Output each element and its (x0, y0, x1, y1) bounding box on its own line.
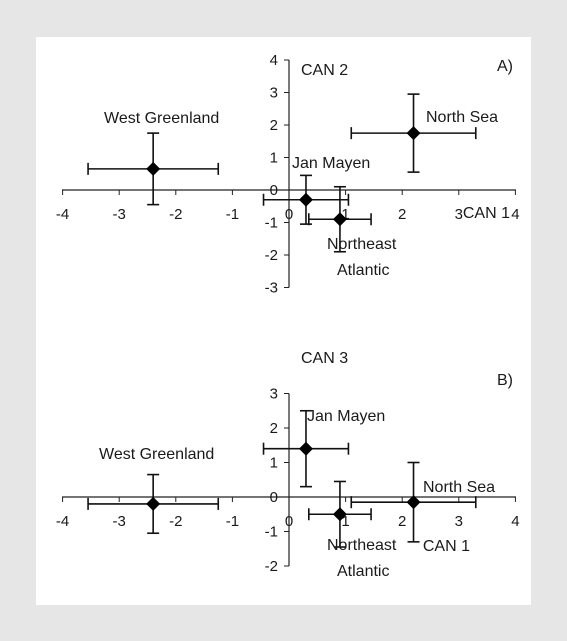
chart-a-point-label-northeast-atlantic: Atlantic (337, 262, 389, 279)
chart-a-y-tick-label: -3 (265, 280, 278, 297)
chart-a-x-tick-label: -1 (226, 206, 239, 223)
chart-b-x-tick-label: 3 (455, 513, 463, 530)
chart-b-x-tick-label: 1 (341, 513, 349, 530)
chart-b-point-label-north-sea: North Sea (423, 479, 495, 496)
chart-a-x-tick-label: -3 (113, 206, 126, 223)
chart-a-x-tick-label: 3 (455, 206, 463, 223)
chart-a-y-tick-label: 4 (270, 52, 278, 69)
chart-b-point-marker (406, 495, 421, 510)
figure-panel (36, 37, 531, 605)
chart-a-point-marker (332, 212, 347, 227)
chart-b-point-label-jan-mayen: Jan Mayen (307, 408, 385, 425)
chart-a-y-tick-label: 0 (270, 182, 278, 199)
chart-a-point-label-jan-mayen: Jan Mayen (292, 155, 370, 172)
chart-a-point-marker (406, 126, 421, 141)
chart-b-x-tick-label: 2 (398, 513, 406, 530)
chart-b-y-tick-label: 2 (270, 420, 278, 437)
chart-a-y-tick-label: 3 (270, 85, 278, 102)
chart-a-x-tick-label: -4 (56, 206, 69, 223)
chart-b-x-tick-label: -1 (226, 513, 239, 530)
chart-b-x-tick-label: 4 (511, 513, 519, 530)
chart-b-point-label-northeast-atlantic: Atlantic (337, 563, 389, 580)
chart-b-point-marker (298, 441, 313, 456)
chart-a-x-tick-label: 0 (285, 206, 293, 223)
chart-a-x-tick-label: 1 (341, 206, 349, 223)
chart-b-x-tick-label: -2 (169, 513, 182, 530)
chart-b-point-marker (146, 496, 161, 511)
chart-b-y-tick-label: -2 (265, 558, 278, 575)
chart-b-x-axis-title: CAN 1 (423, 538, 470, 555)
chart-a-y-tick-label: -2 (265, 247, 278, 264)
chart-a-x-tick-label: -2 (169, 206, 182, 223)
chart-a-y-axis-title: CAN 2 (301, 62, 348, 79)
chart-a-point-label-west-greenland: West Greenland (104, 110, 219, 127)
chart-b-panel-label: B) (497, 372, 513, 389)
chart-b-x-tick-label: -4 (56, 513, 69, 530)
chart-b-y-axis-title: CAN 3 (301, 350, 348, 367)
chart-a-point-label-northeast-atlantic: Northeast (327, 236, 397, 253)
chart-b-x-tick-label: 0 (285, 513, 293, 530)
chart-b-y-tick-label: 0 (270, 489, 278, 506)
chart-a-point-label-north-sea: North Sea (426, 109, 498, 126)
chart-b-point-label-west-greenland: West Greenland (99, 446, 214, 463)
chart-b-y-tick-label: -1 (265, 524, 278, 541)
chart-a-point-marker (298, 192, 313, 207)
chart-a-x-tick-label: 2 (398, 206, 406, 223)
chart-a-panel-label: A) (497, 58, 513, 75)
chart-a-y-tick-label: 1 (270, 150, 278, 167)
chart-b-point-marker (332, 507, 347, 522)
chart-b-y-tick-label: 1 (270, 455, 278, 472)
chart-a-point-marker (146, 161, 161, 176)
chart-b-x-tick-label: -3 (113, 513, 126, 530)
chart-a-y-tick-label: 2 (270, 117, 278, 134)
chart-a-y-tick-label: -1 (265, 215, 278, 232)
chart-b-y-tick-label: 3 (270, 386, 278, 403)
chart-b-point-label-northeast-atlantic: Northeast (327, 537, 397, 554)
chart-a-x-tick-label: 4 (511, 206, 519, 223)
chart-a-x-axis-title: CAN 1 (463, 205, 510, 222)
